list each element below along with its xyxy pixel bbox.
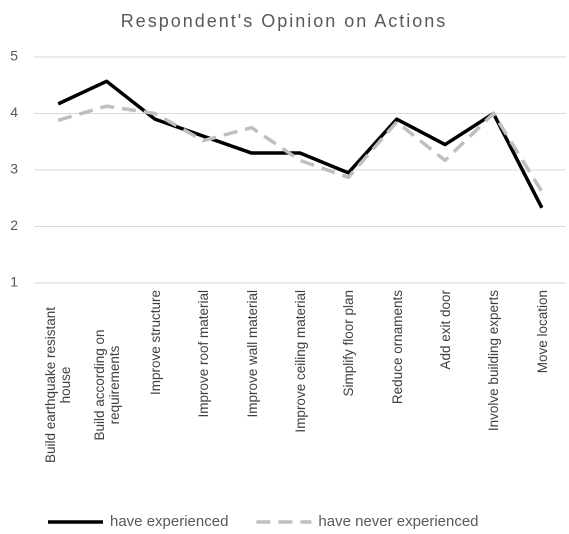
x-tick-text: Reduce ornaments [389, 290, 405, 405]
x-tick-label: Improve wall material [229, 290, 275, 480]
y-tick-label: 1 [10, 274, 18, 290]
line-series [57, 79, 544, 209]
x-tick-label: Build earthquake resistant house [35, 290, 81, 480]
x-tick-text: Move location [534, 290, 550, 374]
y-tick-label: 5 [10, 48, 18, 64]
x-tick-text: Simplify floor plan [340, 290, 356, 397]
y-tick-label: 4 [10, 104, 18, 120]
x-tick-label: Involve building experts [470, 290, 516, 480]
x-tick-text: Involve building experts [485, 290, 501, 432]
x-tick-label: Simplify floor plan [325, 290, 371, 480]
x-tick-label: Add exit door [422, 290, 468, 480]
x-tick-label: Improve ceiling material [277, 290, 323, 480]
y-tick-label: 3 [10, 161, 18, 177]
x-tick-text: Improve wall material [244, 290, 260, 418]
x-tick-label: Improve roof material [180, 290, 226, 480]
x-tick-text: Build earthquake resistant house [43, 306, 74, 464]
x-tick-label: Reduce ornaments [374, 290, 420, 480]
x-tick-text: Improve structure [147, 290, 163, 396]
x-tick-label: Build according on requirements [84, 290, 130, 480]
legend-label: have experienced [110, 513, 228, 530]
y-tick-label: 2 [10, 217, 18, 233]
line-series [57, 104, 544, 193]
chart-title: Respondent's Opinion on Actions [121, 11, 448, 31]
x-tick-label: Move location [519, 290, 565, 480]
x-tick-text: Build according on requirements [91, 329, 122, 441]
legend-label: have never experienced [318, 513, 478, 530]
x-tick-text: Improve roof material [195, 290, 211, 418]
x-tick-label: Improve structure [132, 290, 178, 480]
x-tick-text: Add exit door [437, 290, 453, 370]
x-tick-text: Improve ceiling material [292, 290, 308, 433]
